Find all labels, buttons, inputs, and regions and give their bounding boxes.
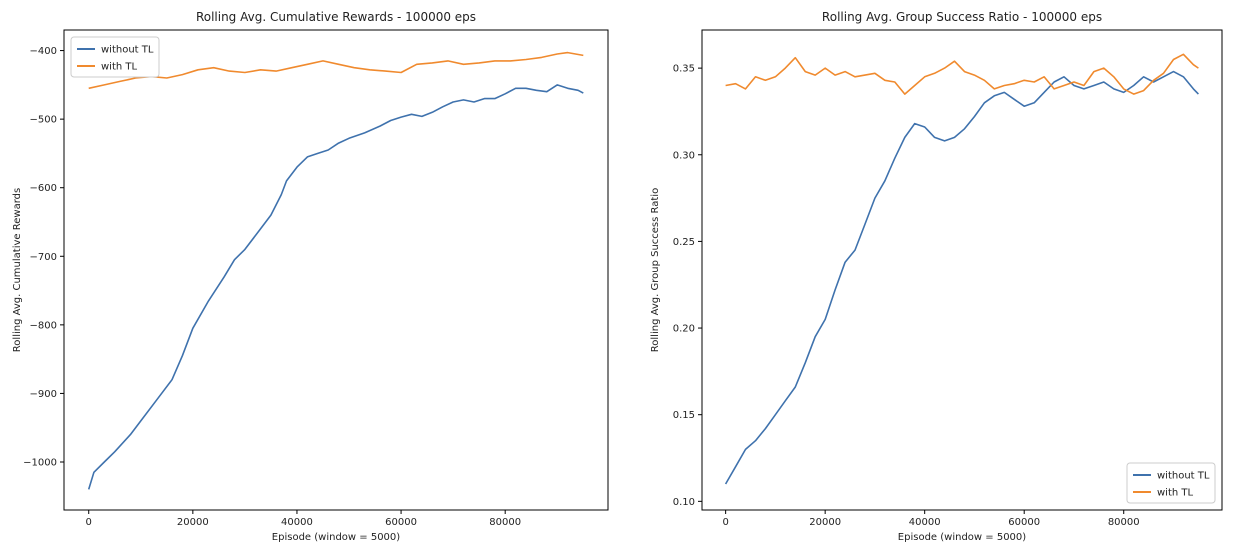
series-line-without-tl bbox=[724, 70, 1199, 485]
chart-title: Rolling Avg. Group Success Ratio - 10000… bbox=[822, 10, 1102, 24]
x-tick-label: 80000 bbox=[1108, 517, 1140, 528]
y-tick-label: 0.20 bbox=[673, 324, 695, 335]
legend: without TL with TL bbox=[70, 36, 160, 78]
x-tick-label: 20000 bbox=[177, 517, 209, 528]
legend-label: with TL bbox=[101, 62, 138, 73]
y-tick-label: −800 bbox=[30, 320, 57, 331]
legend: without TL with TL bbox=[1126, 462, 1216, 504]
y-axis-title: Rolling Avg. Group Success Ratio bbox=[650, 188, 661, 352]
y-tick-label: −900 bbox=[30, 389, 57, 400]
success-ratio-chart: Rolling Avg. Group Success Ratio - 10000… bbox=[650, 10, 1223, 543]
chart-title: Rolling Avg. Cumulative Rewards - 100000… bbox=[196, 10, 476, 24]
x-tick-label: 0 bbox=[86, 517, 92, 528]
legend-label: without TL bbox=[1157, 471, 1210, 482]
x-tick-label: 80000 bbox=[489, 517, 521, 528]
x-tick-label: 60000 bbox=[385, 517, 417, 528]
x-tick-label: 40000 bbox=[281, 517, 313, 528]
y-tick-label: 0.25 bbox=[673, 237, 695, 248]
series-line-with-tl bbox=[88, 51, 584, 90]
x-tick-label: 60000 bbox=[1008, 517, 1040, 528]
y-tick-label: 0.10 bbox=[673, 497, 695, 508]
series-line-without-tl bbox=[87, 84, 584, 490]
y-tick-label: −500 bbox=[30, 115, 57, 126]
y-tick-label: −600 bbox=[30, 183, 57, 194]
y-tick-label: 0.30 bbox=[673, 150, 695, 161]
x-tick-label: 40000 bbox=[909, 517, 941, 528]
series-line-with-tl bbox=[725, 53, 1199, 95]
plot-frame bbox=[63, 29, 609, 511]
x-axis-title: Episode (window = 5000) bbox=[898, 532, 1026, 543]
y-tick-label: −1000 bbox=[23, 458, 57, 469]
x-tick-label: 20000 bbox=[809, 517, 841, 528]
x-axis-title: Episode (window = 5000) bbox=[272, 532, 400, 543]
y-axis-title: Rolling Avg. Cumulative Rewards bbox=[12, 188, 23, 352]
rewards-chart: Rolling Avg. Cumulative Rewards - 100000… bbox=[12, 10, 609, 543]
y-tick-label: −400 bbox=[30, 46, 57, 57]
legend-label: with TL bbox=[1157, 488, 1194, 499]
y-tick-label: 0.15 bbox=[673, 410, 695, 421]
y-tick-label: −700 bbox=[30, 252, 57, 263]
x-tick-label: 0 bbox=[722, 517, 728, 528]
y-tick-label: 0.35 bbox=[673, 64, 695, 75]
legend-label: without TL bbox=[101, 45, 154, 56]
plot-frame bbox=[701, 29, 1223, 511]
